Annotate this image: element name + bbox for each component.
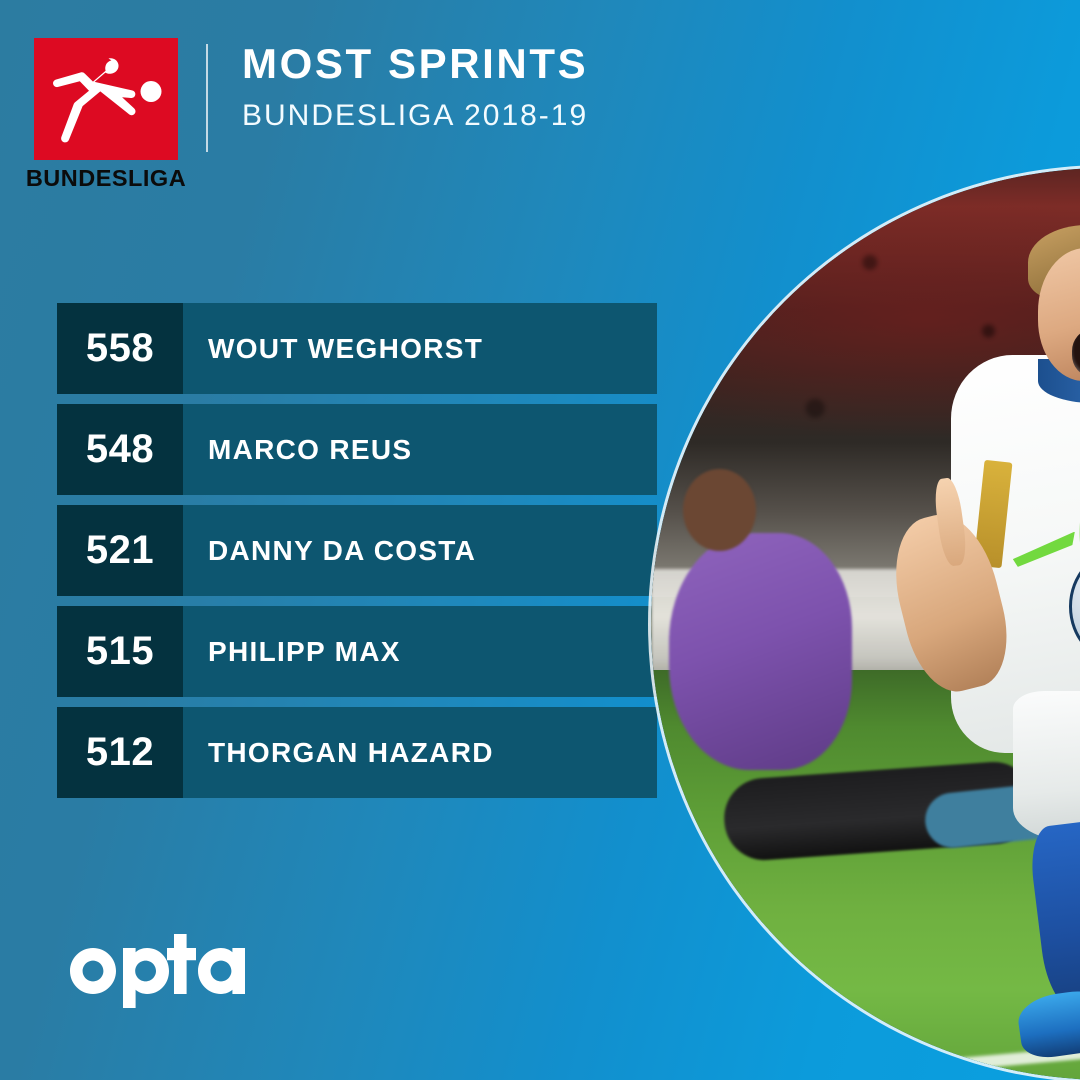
table-row: 548 MARCO REUS <box>57 404 657 495</box>
page-title: MOST SPRINTS <box>242 40 589 87</box>
row-value: 512 <box>57 707 183 798</box>
photo-player-shorts <box>1012 690 1080 842</box>
bundesliga-logo-block: BUNDESLIGA <box>26 38 186 191</box>
photo-celebrating-player: W VW 9 <box>852 195 1080 1080</box>
row-player-name: MARCO REUS <box>183 404 657 495</box>
page-subtitle: BUNDESLIGA 2018-19 <box>242 99 589 133</box>
header-divider <box>206 44 208 152</box>
row-player-name: PHILIPP MAX <box>183 606 657 697</box>
player-photo: W VW 9 <box>651 168 1080 1080</box>
row-value: 558 <box>57 303 183 394</box>
photo-player-left-boot <box>1015 984 1080 1061</box>
photo-opposing-keeper <box>669 532 852 770</box>
table-row: 521 DANNY DA COSTA <box>57 505 657 596</box>
table-row: 512 THORGAN HAZARD <box>57 707 657 798</box>
row-player-name: DANNY DA COSTA <box>183 505 657 596</box>
opta-logo <box>62 934 252 1008</box>
row-player-name: WOUT WEGHORST <box>183 303 657 394</box>
player-photo-inner: W VW 9 <box>651 168 1080 1080</box>
bundesliga-wordmark: BUNDESLIGA <box>25 165 187 191</box>
table-row: 558 WOUT WEGHORST <box>57 303 657 394</box>
bundesliga-logo-icon <box>34 38 178 160</box>
row-value: 521 <box>57 505 183 596</box>
row-value: 515 <box>57 606 183 697</box>
header: BUNDESLIGA MOST SPRINTS BUNDESLIGA 2018-… <box>26 38 589 191</box>
photo-player-left-sock <box>1026 819 1080 1014</box>
photo-player-mouth <box>1071 329 1080 376</box>
photo-keeper-head <box>682 468 756 552</box>
title-block: MOST SPRINTS BUNDESLIGA 2018-19 <box>242 40 589 133</box>
sprints-ranking-list: 558 WOUT WEGHORST 548 MARCO REUS 521 DAN… <box>57 303 657 808</box>
table-row: 515 PHILIPP MAX <box>57 606 657 697</box>
row-value: 548 <box>57 404 183 495</box>
row-player-name: THORGAN HAZARD <box>183 707 657 798</box>
